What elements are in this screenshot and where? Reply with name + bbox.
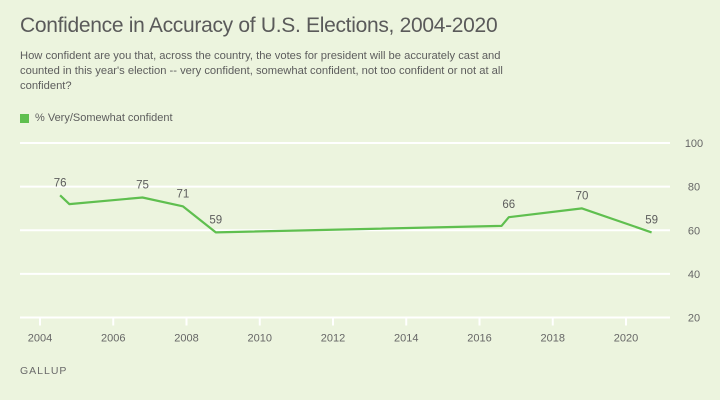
x-tick-label: 2008 — [174, 333, 198, 345]
legend-label: % Very/Somewhat confident — [35, 112, 173, 124]
x-tick-label: 2004 — [28, 333, 52, 345]
x-tick-label: 2018 — [541, 333, 565, 345]
y-tick-label: 60 — [688, 225, 700, 237]
y-tick-label: 100 — [685, 138, 703, 150]
x-tick-label: 2014 — [394, 333, 418, 345]
source-label: GALLUP — [20, 365, 68, 377]
x-tick-label: 2010 — [248, 333, 272, 345]
data-label: 75 — [136, 180, 149, 192]
x-tick-label: 2006 — [101, 333, 125, 345]
legend-swatch — [20, 113, 29, 123]
x-tick-label: 2020 — [614, 333, 638, 345]
y-tick-label: 20 — [688, 313, 700, 325]
data-label: 59 — [645, 214, 658, 226]
chart-title: Confidence in Accuracy of U.S. Elections… — [20, 14, 498, 37]
data-label: 66 — [502, 199, 515, 211]
data-label: 71 — [176, 188, 189, 200]
y-tick-label: 40 — [688, 269, 700, 281]
x-tick-label: 2016 — [467, 333, 491, 345]
data-label: 59 — [209, 214, 222, 226]
series-line — [59, 194, 652, 234]
legend: % Very/Somewhat confident — [20, 112, 173, 124]
y-tick-label: 80 — [688, 182, 700, 194]
data-label: 76 — [54, 177, 67, 189]
chart-subtitle: How confident are you that, across the c… — [20, 50, 503, 92]
data-label: 70 — [576, 190, 589, 202]
x-tick-label: 2012 — [321, 333, 345, 345]
